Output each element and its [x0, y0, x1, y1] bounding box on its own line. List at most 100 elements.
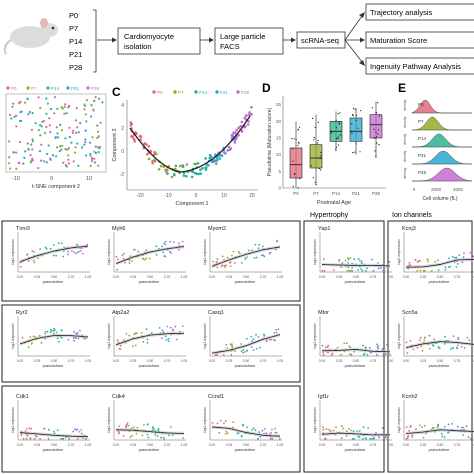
tsne-legend-label: P7: [31, 86, 37, 91]
tsne-legend-label: P14: [51, 86, 60, 91]
boxplot-box: [309, 144, 323, 169]
gene-point: [429, 347, 431, 350]
tsne-point: [93, 99, 96, 102]
tsne-point: [31, 140, 34, 143]
gene-point: [140, 331, 143, 334]
trajectory-point: [132, 138, 136, 141]
gene-xtick: 1.00: [387, 275, 394, 279]
boxplot-jitter-point: [374, 137, 376, 139]
boxplot-jitter-point: [313, 139, 315, 141]
tsne-point: [101, 101, 104, 104]
gene-point: [60, 437, 62, 440]
gene-point: [76, 437, 79, 440]
gene-point: [322, 258, 325, 261]
tsne-point: [56, 136, 60, 139]
gene-point: [229, 265, 232, 267]
trajectory-point: [208, 156, 212, 160]
gene-title: Kcnj3: [402, 226, 416, 232]
gene-point: [33, 437, 36, 440]
boxplot-ytick: 15: [276, 136, 282, 141]
gene-title: Casq1: [208, 310, 224, 316]
tsne-point: [64, 137, 67, 140]
trajectory-panel: C P0 P7 P14 P21 P28 4 2 0 -2 -20 -10 0 10 20…: [112, 85, 258, 207]
tsne-point: [89, 152, 92, 155]
gene-point: [163, 242, 166, 244]
trajectory-point: [170, 175, 174, 179]
gene-point: [452, 255, 454, 258]
gene-point: [246, 349, 249, 352]
gene-title: Yap1: [318, 226, 330, 232]
gene-point: [341, 262, 344, 264]
e-xtick-3: 4000: [453, 187, 464, 192]
gene-xlabel: pseudotime: [235, 447, 256, 452]
gene-xtick: 0.25: [226, 275, 233, 279]
gene-point: [364, 346, 367, 349]
gene-point: [263, 428, 266, 430]
gene-xtick: 0.00: [113, 275, 120, 279]
gene-point: [321, 269, 324, 272]
boxplot-box: [349, 117, 363, 142]
gene-point: [466, 336, 469, 339]
tsne-point: [15, 167, 18, 170]
gene-xtick: 0.50: [437, 443, 444, 447]
tsne-point: [77, 164, 80, 167]
gene-point: [410, 425, 412, 427]
gene-xtick: 0.25: [420, 359, 427, 363]
hypertrophy-group-box: [303, 220, 385, 473]
tsne-point: [43, 160, 46, 163]
boxplot-jitter-point: [354, 151, 356, 153]
gene-xtick: 1.00: [85, 359, 92, 363]
trajectory-point: [196, 162, 200, 165]
gene-point: [155, 245, 158, 248]
tsne-point: [8, 113, 12, 116]
age-p14: P14: [69, 37, 82, 46]
gene-title: Tnni3: [16, 226, 30, 232]
tsne-point: [31, 157, 34, 160]
gene-point: [52, 244, 55, 246]
gene-xtick: 0.00: [209, 359, 216, 363]
gene-point: [56, 337, 59, 340]
gene-xlabel: pseudotime: [345, 279, 366, 284]
trajectory-point: [181, 165, 185, 168]
trajectory-point: [228, 148, 232, 151]
gene-point: [436, 259, 439, 262]
tsne-point: [84, 129, 87, 132]
gene-point: [167, 340, 170, 342]
tsne-point: [63, 105, 66, 108]
gene-point: [421, 426, 423, 429]
gene-point: [169, 326, 172, 329]
boxplot-jitter-point: [312, 177, 314, 179]
gene-point: [30, 343, 33, 345]
trajectory-legend-dot: [215, 90, 219, 94]
tsne-point: [22, 162, 25, 165]
gene-point: [132, 426, 135, 429]
hypertrophy-title: Hypertrophy: [310, 212, 349, 219]
tsne-point: [12, 102, 15, 105]
gene-point: [360, 262, 363, 265]
boxplot-jitter-point: [335, 146, 337, 148]
gene-point: [455, 266, 458, 268]
boxplot-jitter-point: [297, 187, 299, 189]
gene-point: [252, 349, 255, 351]
gene-point: [448, 266, 450, 268]
boxplot-jitter-point: [352, 152, 354, 154]
gene-panel-kcnj3: Kcnj3 0.00 0.25 0.50 0.75 1.00 pseudotime log2 …: [397, 226, 474, 284]
gene-point: [378, 436, 380, 439]
gene-point: [362, 437, 364, 440]
gene-title: Ccnd1: [208, 394, 224, 400]
gene-point: [353, 258, 356, 261]
gene-point: [421, 350, 424, 352]
tsne-point: [44, 131, 47, 135]
boxplot-jitter-point: [350, 131, 352, 133]
tsne-legend-dot: [6, 86, 10, 90]
gene-point: [352, 430, 355, 433]
gene-ylabel: log2 expression: [11, 407, 15, 432]
gene-point: [38, 334, 41, 337]
tsne-point: [49, 131, 52, 134]
gene-point: [408, 429, 411, 432]
tsne-point: [49, 158, 52, 161]
gene-xtick: 0.25: [336, 359, 343, 363]
trajectory-point: [226, 149, 230, 152]
trajectory-point: [216, 158, 219, 161]
gene-point: [457, 338, 460, 340]
